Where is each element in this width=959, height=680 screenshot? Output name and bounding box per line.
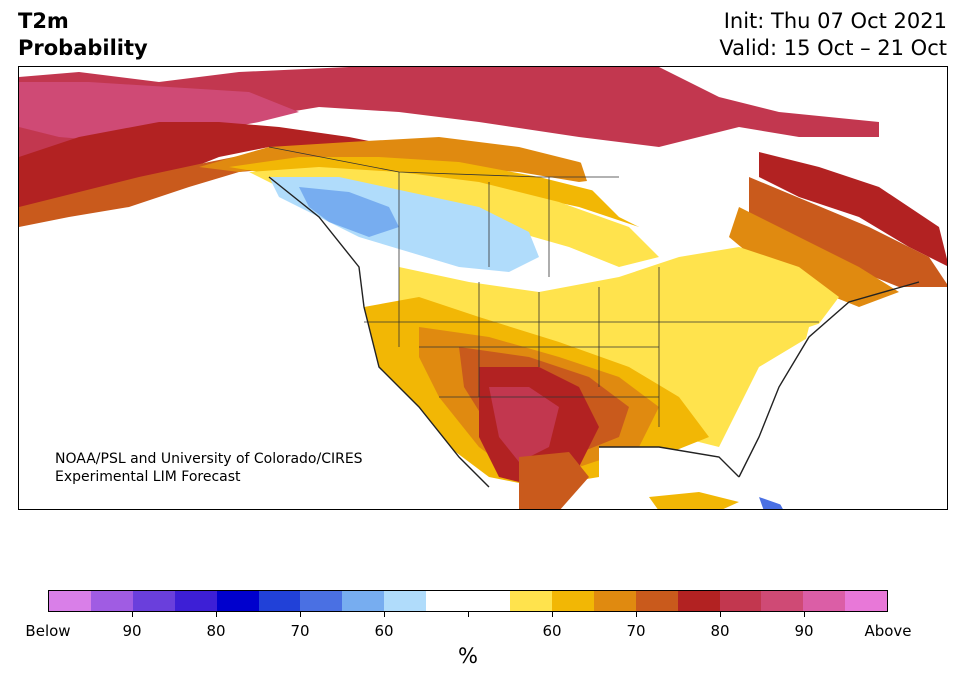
colorbar-unit: %: [458, 644, 478, 668]
colorbar-tick-label: 90: [122, 622, 142, 640]
caribbean-blue-region: [759, 497, 783, 509]
eastern-canada-amber-region: [729, 207, 899, 307]
eastern-canada-orange-region: [749, 177, 947, 287]
credit-line-1: NOAA/PSL and University of Colorado/CIRE…: [55, 451, 363, 467]
gulf-of-mexico: [599, 447, 739, 492]
colorbar-segment: [300, 591, 343, 611]
colorbar-segment: [551, 591, 594, 611]
colorbar-tick-mark: [636, 612, 637, 617]
coastline: [268, 176, 920, 488]
northwest-blue-region: [299, 187, 399, 237]
colorbar-segment: [342, 591, 385, 611]
colorbar-segment: [426, 591, 469, 611]
colorbar-segment: [803, 591, 846, 611]
colorbar-segment: [216, 591, 259, 611]
colorbar-tick-label: 60: [374, 622, 394, 640]
colorbar-tick-label: Below: [25, 622, 71, 640]
caribbean-yellow-region: [649, 492, 739, 509]
colorbar-segment: [719, 591, 762, 611]
colorbar-segment: [635, 591, 678, 611]
colorbar-tick-mark: [804, 612, 805, 617]
title-type: Probability: [18, 36, 148, 60]
pacific-ocean: [19, 177, 517, 509]
colorbar-tick-mark: [132, 612, 133, 617]
map-panel: [18, 66, 948, 510]
colorbar-tick-label: Above: [864, 622, 912, 640]
colorbar-tick-mark: [720, 612, 721, 617]
colorbar-segment: [593, 591, 636, 611]
atlantic-ocean: [749, 297, 947, 509]
colorbar-segment: [509, 591, 552, 611]
credit-line-2: Experimental LIM Forecast: [55, 469, 241, 485]
forecast-dates: Init: Thu 07 Oct 2021 Valid: 15 Oct – 21…: [719, 8, 947, 62]
colorbar-tick-label: 90: [794, 622, 814, 640]
title-variable: T2m: [18, 9, 69, 33]
colorbar-tick-label: 70: [626, 622, 646, 640]
probability-map: [19, 67, 947, 509]
colorbar-tick-mark: [216, 612, 217, 617]
colorbar-tick-mark: [552, 612, 553, 617]
texas-pink-region: [489, 387, 559, 462]
colorbar-tick-mark: [468, 612, 469, 617]
mexico-orange-region: [519, 452, 589, 509]
colorbar-tick-mark: [300, 612, 301, 617]
colorbar-segment: [761, 591, 804, 611]
colorbar-tick-label: 70: [290, 622, 310, 640]
colorbar-tick-label: 80: [206, 622, 226, 640]
hudson-bay: [579, 147, 719, 237]
colorbar-segment: [384, 591, 427, 611]
colorbar-segment: [132, 591, 175, 611]
state-borders: [268, 146, 819, 427]
colorbar-segment: [845, 591, 888, 611]
colorbar-segment: [258, 591, 301, 611]
colorbar-segment: [174, 591, 217, 611]
credit-text: NOAA/PSL and University of Colorado/CIRE…: [55, 450, 363, 486]
colorbar-segment: [49, 591, 91, 611]
alaska-orange-band: [19, 152, 359, 227]
map-title: T2m Probability: [18, 8, 148, 62]
colorbar-tick-mark: [384, 612, 385, 617]
colorbar-tick-label: 80: [710, 622, 730, 640]
colorbar-tick-label: 60: [542, 622, 562, 640]
eastern-canada-red-region: [759, 152, 947, 266]
colorbar-segment: [468, 591, 510, 611]
colorbar-segment: [677, 591, 720, 611]
init-date: Init: Thu 07 Oct 2021: [723, 9, 947, 33]
valid-range: Valid: 15 Oct – 21 Oct: [719, 36, 947, 60]
colorbar-segment: [90, 591, 133, 611]
colorbar: [48, 590, 888, 612]
